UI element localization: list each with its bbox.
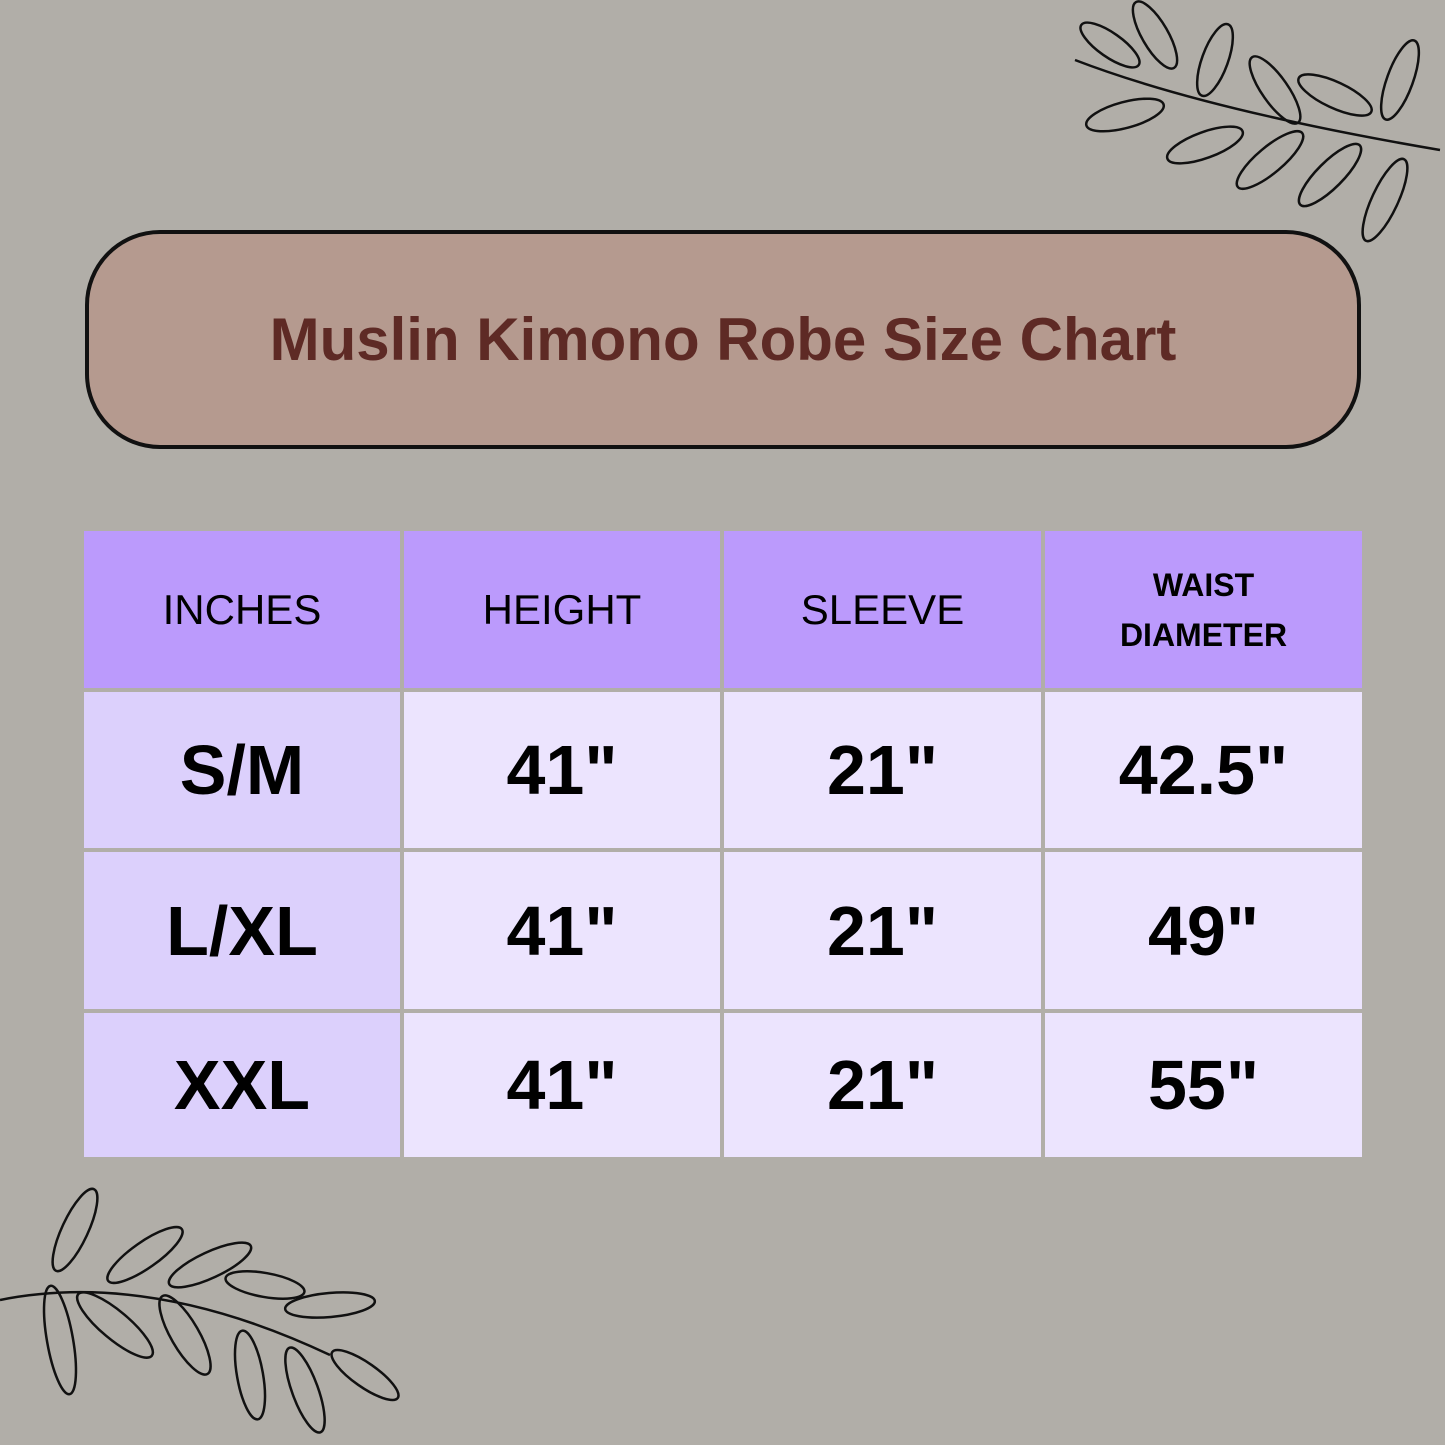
height-value: 41" [404, 692, 720, 848]
height-value: 41" [404, 1013, 720, 1157]
header-inches: INCHES [84, 531, 400, 688]
waist-value: 49" [1045, 852, 1362, 1009]
height-value: 41" [404, 852, 720, 1009]
leaf-branch-icon [1074, 0, 1441, 243]
sleeve-value: 21" [724, 1013, 1041, 1157]
size-table: INCHES HEIGHT SLEEVE WAIST DIAMETER S/M … [84, 531, 1362, 1157]
sleeve-value: 21" [724, 852, 1041, 1009]
size-label: S/M [84, 692, 400, 848]
page-title: Muslin Kimono Robe Size Chart [269, 306, 1177, 373]
size-label: L/XL [84, 852, 400, 1009]
sleeve-value: 21" [724, 692, 1041, 848]
leaf-branch-icon [0, 1187, 400, 1434]
waist-value: 55" [1045, 1013, 1362, 1157]
size-label: XXL [84, 1013, 400, 1157]
header-waist-diameter: WAIST DIAMETER [1045, 531, 1362, 688]
header-sleeve: SLEEVE [724, 531, 1041, 688]
title-banner: Muslin Kimono Robe Size Chart [85, 230, 1361, 449]
header-height: HEIGHT [404, 531, 720, 688]
waist-value: 42.5" [1045, 692, 1362, 848]
